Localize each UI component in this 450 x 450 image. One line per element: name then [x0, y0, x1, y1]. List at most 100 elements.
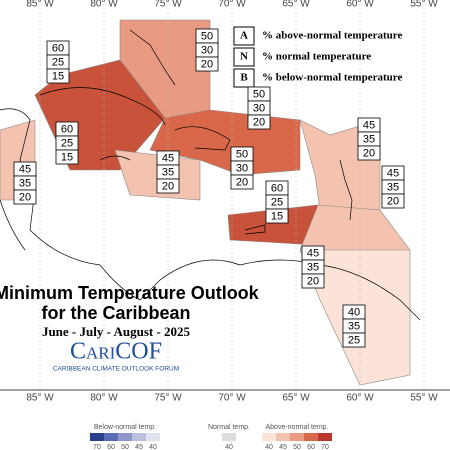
lon-label: 60° W	[346, 393, 374, 404]
prob-value: 20	[387, 195, 399, 207]
prob-value: 25	[271, 196, 283, 208]
colorbar-tick: 40	[265, 444, 273, 450]
prob-value: 35	[19, 177, 31, 189]
prob-cell	[357, 145, 381, 161]
colorbar-swatch	[318, 433, 332, 441]
lon-label: 70° W	[218, 393, 246, 404]
colorbar-tick: 70	[321, 444, 329, 450]
colorbar-tick: 40	[225, 444, 233, 450]
prob-value: 15	[61, 151, 73, 163]
lon-label: 85° W	[26, 0, 54, 10]
colorbar-swatch	[262, 433, 276, 441]
key-letter: A	[240, 30, 248, 42]
prob-value: 15	[52, 70, 64, 82]
prob-cell	[55, 149, 79, 165]
prob-value: 45	[307, 247, 319, 259]
colorbar-swatch	[290, 433, 304, 441]
prob-value: 20	[307, 275, 319, 287]
prob-value: 35	[363, 133, 375, 145]
prob-cell	[247, 114, 271, 130]
prob-cell	[195, 56, 219, 72]
prob-value: 50	[236, 148, 248, 160]
prob-cell	[265, 208, 289, 224]
prob-value: 45	[387, 167, 399, 179]
colorbar-tick: 50	[121, 444, 129, 450]
prob-cell	[156, 178, 180, 194]
colorbar-title: Above-normal temp.	[265, 424, 328, 431]
prob-value: 20	[19, 191, 31, 203]
prob-cell	[13, 189, 37, 205]
key-letter: N	[240, 51, 248, 63]
colorbar-title: Below-normal temp.	[94, 424, 156, 431]
prob-value: 35	[162, 166, 174, 178]
lon-label: 80° W	[90, 0, 118, 10]
colorbar-tick: 40	[149, 444, 157, 450]
colorbar-swatch	[146, 433, 160, 441]
lon-label: 85° W	[26, 393, 54, 404]
prob-value: 45	[162, 152, 174, 164]
subtitle: for the Caribbean	[41, 303, 190, 323]
key-text: % normal temperature	[262, 51, 371, 63]
prob-value: 20	[201, 58, 213, 70]
lon-label: 65° W	[282, 0, 310, 10]
lon-label: 75° W	[154, 0, 182, 10]
colorbar-swatch	[90, 433, 104, 441]
colorbar-tick: 45	[279, 444, 287, 450]
colorbar-tick: 45	[135, 444, 143, 450]
colorbar-tick: 50	[293, 444, 301, 450]
lon-label: 70° W	[218, 0, 246, 10]
colorbar-swatch	[118, 433, 132, 441]
prob-value: 25	[52, 56, 64, 68]
colorbar-title: Normal temp.	[208, 424, 250, 431]
prob-value: 35	[307, 261, 319, 273]
prob-cell	[301, 273, 325, 289]
lon-label: 65° W	[282, 393, 310, 404]
colorbar-tick: 70	[93, 444, 101, 450]
prob-value: 45	[19, 163, 31, 175]
colorbar-tick: 60	[307, 444, 315, 450]
prob-value: 20	[162, 180, 174, 192]
key-box	[233, 68, 255, 88]
colorbar-swatch	[104, 433, 118, 441]
prob-value: 20	[253, 116, 265, 128]
prob-value: 40	[348, 306, 360, 318]
prob-cell	[230, 174, 254, 190]
prob-value: 30	[236, 162, 248, 174]
colorbar-swatch	[222, 433, 236, 441]
prob-value: 60	[61, 123, 73, 135]
colorbar-swatch	[132, 433, 146, 441]
coast	[39, 87, 266, 235]
prob-value: 20	[363, 147, 375, 159]
lon-label: 80° W	[90, 393, 118, 404]
prob-value: 20	[236, 176, 248, 188]
lon-label: 75° W	[154, 393, 182, 404]
prob-value: 45	[363, 119, 375, 131]
prob-value: 15	[271, 210, 283, 222]
logo-subtitle: CARIBBEAN CLIMATE OUTLOOK FORUM	[53, 366, 179, 373]
colorbar-tick: 60	[107, 444, 115, 450]
prob-cell	[46, 68, 70, 84]
prob-value: 60	[52, 42, 64, 54]
prob-value: 35	[348, 320, 360, 332]
prob-value: 25	[348, 334, 360, 346]
regions	[0, 19, 411, 386]
coast	[129, 29, 353, 221]
graticule	[39, 0, 425, 390]
title: Minimum Temperature Outlook	[0, 283, 260, 303]
prob-cell	[342, 332, 366, 348]
logo: CariCOF	[70, 339, 162, 365]
lon-label: 55° W	[410, 393, 438, 404]
key-text: % below-normal temperature	[262, 72, 402, 84]
lon-label: 55° W	[410, 0, 438, 10]
lon-label: 60° W	[346, 0, 374, 10]
colorbar-swatch	[276, 433, 290, 441]
prob-value: 30	[201, 44, 213, 56]
prob-value: 35	[387, 181, 399, 193]
prob-value: 25	[61, 137, 73, 149]
key-text: % above-normal temperature	[262, 30, 402, 42]
prob-value: 50	[201, 30, 213, 42]
prob-value: 50	[253, 88, 265, 100]
season: June - July - August - 2025	[42, 324, 191, 339]
